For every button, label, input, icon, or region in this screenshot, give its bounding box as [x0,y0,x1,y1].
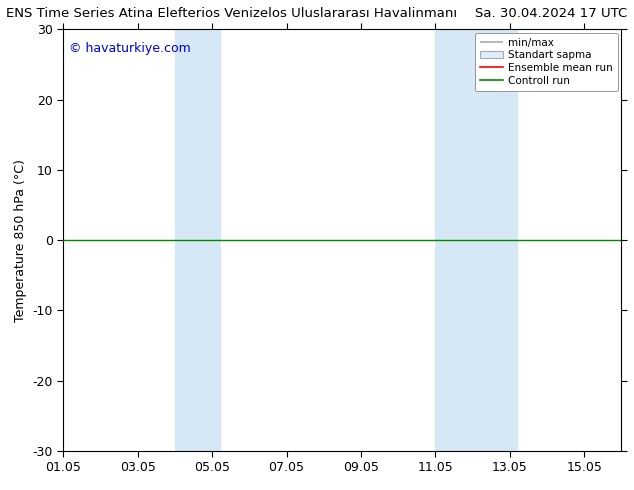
Bar [175,29,219,451]
Legend: min/max, Standart sapma, Ensemble mean run, Controll run: min/max, Standart sapma, Ensemble mean r… [475,32,618,91]
Bar [436,29,517,451]
Text: Sa. 30.04.2024 17 UTC: Sa. 30.04.2024 17 UTC [476,7,628,21]
Text: © havaturkiye.com: © havaturkiye.com [69,42,191,55]
Y-axis label: Temperature 850 hPa (°C): Temperature 850 hPa (°C) [14,159,27,321]
Text: ENS Time Series Atina Elefterios Venizelos Uluslararası Havalinmanı: ENS Time Series Atina Elefterios Venizel… [6,7,458,21]
